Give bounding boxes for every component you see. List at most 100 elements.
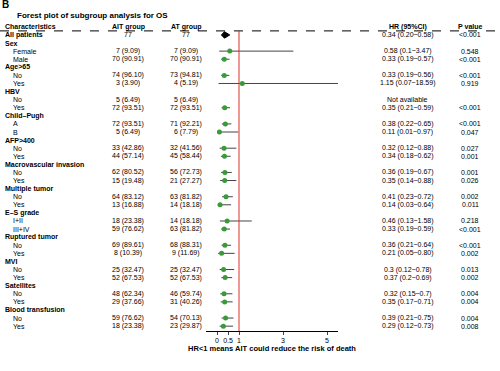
svg-text:0.004: 0.004 [461, 315, 479, 322]
svg-text:77: 77 [182, 31, 190, 38]
svg-text:0.919: 0.919 [461, 80, 479, 87]
svg-text:All patients: All patients [5, 31, 43, 39]
svg-text:77: 77 [124, 31, 132, 38]
svg-text:74 (96.10): 74 (96.10) [112, 71, 144, 79]
svg-text:0.3 (0.12~0.78): 0.3 (0.12~0.78) [384, 266, 432, 274]
svg-text:No: No [13, 145, 22, 152]
svg-text:AT group: AT group [171, 23, 202, 31]
svg-text:Yes: Yes [13, 250, 25, 257]
svg-text:Multiple tumor: Multiple tumor [5, 185, 53, 193]
svg-text:0.004: 0.004 [461, 290, 479, 297]
svg-text:14 (18.18): 14 (18.18) [170, 217, 202, 225]
svg-text:No: No [13, 315, 22, 322]
svg-text:0.33 (0.19~0.57): 0.33 (0.19~0.57) [382, 55, 434, 63]
svg-text:5 (6.49): 5 (6.49) [174, 96, 198, 104]
svg-text:25 (32.47): 25 (32.47) [112, 266, 144, 274]
svg-text:No: No [13, 290, 22, 297]
svg-text:<0.001: <0.001 [459, 120, 481, 127]
svg-text:59 (76.62): 59 (76.62) [112, 225, 144, 233]
svg-text:Child–Pugh: Child–Pugh [5, 112, 44, 120]
svg-text:0.34 (0.18~0.62): 0.34 (0.18~0.62) [382, 152, 434, 160]
svg-text:21 (27.27): 21 (27.27) [170, 177, 202, 185]
svg-text:No: No [13, 72, 22, 79]
svg-text:56 (72.73): 56 (72.73) [170, 168, 202, 176]
svg-text:A: A [13, 120, 18, 127]
svg-text:0.008: 0.008 [461, 323, 479, 330]
svg-text:72 (93.51): 72 (93.51) [170, 104, 202, 112]
svg-text:Yes: Yes [13, 201, 25, 208]
svg-text:1.15 (0.07~18.59): 1.15 (0.07~18.59) [380, 79, 435, 87]
svg-text:<0.001: <0.001 [459, 104, 481, 111]
svg-text:63 (81.82): 63 (81.82) [170, 193, 202, 201]
svg-text:Satellites: Satellites [5, 282, 36, 289]
svg-text:Not available: Not available [387, 96, 428, 103]
svg-text:72 (93.51): 72 (93.51) [112, 104, 144, 112]
svg-text:0.36 (0.21~0.64): 0.36 (0.21~0.64) [382, 241, 434, 249]
svg-text:69 (89.61): 69 (89.61) [112, 241, 144, 249]
svg-text:3 (3.90): 3 (3.90) [116, 79, 140, 87]
svg-text:0.46 (0.13~1.58): 0.46 (0.13~1.58) [382, 217, 434, 225]
svg-text:0.5: 0.5 [223, 337, 233, 344]
svg-text:71 (92.21): 71 (92.21) [170, 120, 202, 128]
svg-text:15 (19.48): 15 (19.48) [112, 177, 144, 185]
svg-text:Yes: Yes [13, 153, 25, 160]
svg-text:0.001: 0.001 [461, 169, 479, 176]
svg-text:0.11 (0.01~0.97): 0.11 (0.01~0.97) [382, 128, 433, 136]
svg-text:No: No [13, 193, 22, 200]
svg-text:0.36 (0.19~0.67): 0.36 (0.19~0.67) [382, 168, 434, 176]
svg-text:72 (93.51): 72 (93.51) [112, 120, 144, 128]
svg-text:0: 0 [215, 337, 219, 344]
svg-text:B: B [2, 0, 9, 10]
svg-text:MVI: MVI [5, 258, 18, 265]
svg-text:Sex: Sex [5, 40, 18, 47]
svg-text:<0.001: <0.001 [459, 31, 481, 38]
svg-text:70 (90.91): 70 (90.91) [170, 55, 202, 63]
svg-text:48 (62.34): 48 (62.34) [112, 290, 144, 298]
svg-text:68 (88.31): 68 (88.31) [170, 241, 202, 249]
svg-text:33 (42.86): 33 (42.86) [112, 144, 144, 152]
svg-text:63 (81.82): 63 (81.82) [170, 225, 202, 233]
svg-text:Yes: Yes [13, 104, 25, 111]
svg-text:4 (5.19): 4 (5.19) [174, 79, 198, 87]
svg-text:E–S grade: E–S grade [5, 209, 39, 217]
svg-text:0.38 (0.22~0.65): 0.38 (0.22~0.65) [382, 120, 434, 128]
svg-text:18 (23.38): 18 (23.38) [112, 322, 144, 330]
svg-text:No: No [13, 266, 22, 273]
svg-text:III+IV: III+IV [13, 226, 30, 233]
svg-text:14 (18.18): 14 (18.18) [170, 201, 202, 209]
svg-text:0.32 (0.12~0.88): 0.32 (0.12~0.88) [382, 144, 434, 152]
svg-text:52 (67.53): 52 (67.53) [112, 274, 144, 282]
svg-text:0.548: 0.548 [461, 48, 479, 55]
svg-text:Age>65: Age>65 [5, 63, 30, 71]
svg-text:52 (67.53): 52 (67.53) [170, 274, 202, 282]
svg-text:6 (7.79): 6 (7.79) [174, 128, 198, 136]
svg-text:0.14 (0.03~0.64): 0.14 (0.03~0.64) [382, 201, 434, 209]
svg-text:0.37 (0.2~0.69): 0.37 (0.2~0.69) [384, 274, 432, 282]
svg-text:64 (83.12): 64 (83.12) [112, 193, 144, 201]
svg-text:0.32 (0.15~0.7): 0.32 (0.15~0.7) [384, 290, 432, 298]
svg-text:45 (58.44): 45 (58.44) [170, 152, 202, 160]
svg-text:HR<1 means AIT could reduce th: HR<1 means AIT could reduce the risk of … [188, 344, 356, 353]
svg-text:No: No [13, 96, 22, 103]
svg-text:0.33 (0.19~0.59): 0.33 (0.19~0.59) [382, 225, 434, 233]
svg-text:5 (6.49): 5 (6.49) [116, 128, 140, 136]
svg-text:0.013: 0.013 [461, 266, 479, 273]
svg-text:0.35 (0.14~0.88): 0.35 (0.14~0.88) [382, 177, 434, 185]
svg-text:62 (80.52): 62 (80.52) [112, 168, 144, 176]
svg-text:0.39 (0.21~0.75): 0.39 (0.21~0.75) [382, 314, 434, 322]
svg-text:0.34 (0.20~0.58): 0.34 (0.20~0.58) [382, 31, 434, 39]
svg-text:0.026: 0.026 [461, 177, 479, 184]
svg-text:46 (59.74): 46 (59.74) [170, 290, 202, 298]
svg-text:0.047: 0.047 [461, 129, 479, 136]
svg-text:HR (95%CI): HR (95%CI) [389, 23, 427, 31]
svg-text:7 (9.09): 7 (9.09) [116, 47, 140, 55]
svg-text:59 (76.62): 59 (76.62) [112, 314, 144, 322]
svg-text:0.35 (0.21~0.59): 0.35 (0.21~0.59) [382, 104, 434, 112]
svg-text:0.001: 0.001 [461, 153, 479, 160]
svg-text:<0.001: <0.001 [459, 226, 481, 233]
svg-text:0.002: 0.002 [461, 274, 479, 281]
svg-text:Ruptured tumor: Ruptured tumor [5, 233, 58, 241]
svg-text:Yes: Yes [13, 274, 25, 281]
svg-text:Yes: Yes [13, 298, 25, 305]
svg-text:No: No [13, 169, 22, 176]
